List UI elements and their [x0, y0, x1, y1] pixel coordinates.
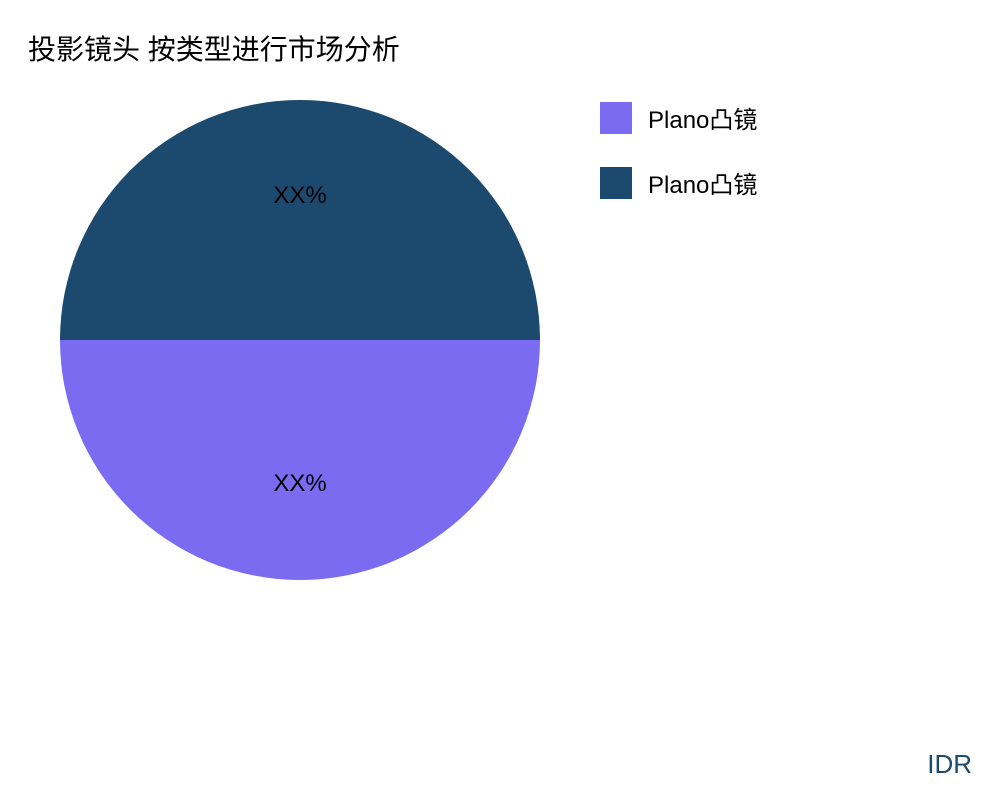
legend-label: Plano凸镜 [648, 100, 757, 135]
pie-chart: XX% XX% [60, 100, 540, 580]
pie-slice-top [60, 100, 540, 340]
slice-label-bottom: XX% [273, 470, 326, 498]
legend-label: Plano凸镜 [648, 165, 757, 200]
footer-label: IDR [927, 749, 972, 780]
legend-swatch [600, 167, 632, 199]
chart-title: 投影镜头 按类型进行市场分析 [28, 28, 400, 68]
legend: Plano凸镜 Plano凸镜 [600, 100, 757, 200]
pie-slice-bottom [60, 340, 540, 580]
legend-item: Plano凸镜 [600, 165, 757, 200]
legend-swatch [600, 102, 632, 134]
pie-svg [60, 100, 540, 580]
slice-label-top: XX% [273, 182, 326, 210]
legend-item: Plano凸镜 [600, 100, 757, 135]
